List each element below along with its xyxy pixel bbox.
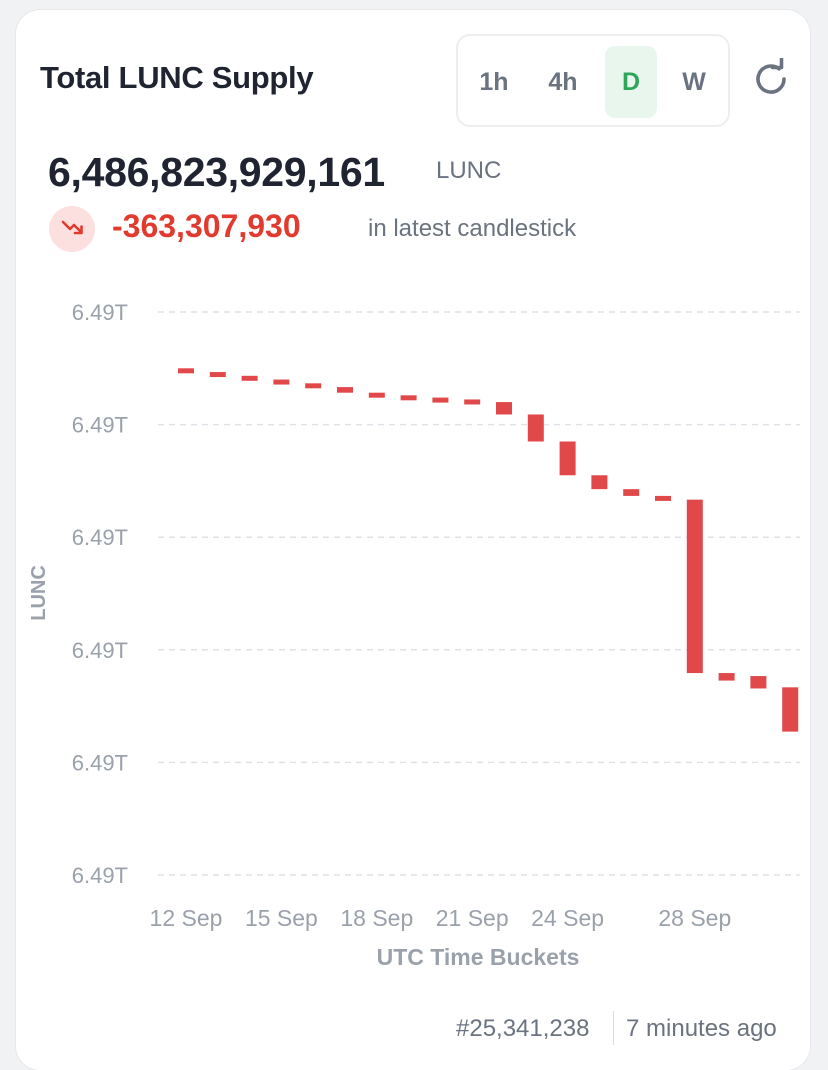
y-tick-label: 6.49T: [72, 750, 128, 775]
trending-down-icon: [49, 206, 95, 252]
candle-30-sep: [750, 676, 767, 689]
candle-12-sep: [178, 368, 194, 374]
x-axis-title: UTC Time Buckets: [377, 944, 580, 970]
candle-13-sep: [209, 372, 226, 378]
candle-17-sep: [337, 387, 353, 393]
y-tick-label: 6.49T: [72, 300, 128, 325]
candle-1-oct: [782, 687, 799, 732]
candle-26-sep: [623, 489, 640, 496]
timeframe-w-button[interactable]: W: [682, 68, 706, 96]
timeframe-1h-button[interactable]: 1h: [479, 68, 509, 96]
candle-25-sep: [591, 475, 608, 490]
timeframe-selector: 1h 4h D W: [456, 34, 730, 127]
y-tick-label: 6.49T: [72, 863, 128, 888]
candle-19-sep: [400, 395, 417, 401]
timeframe-d-button[interactable]: D: [605, 46, 657, 118]
supply-unit: LUNC: [436, 157, 502, 184]
x-tick-label: 21 Sep: [436, 905, 509, 931]
candle-14-sep: [241, 375, 258, 381]
candle-16-sep: [305, 383, 322, 389]
y-tick-label: 6.49T: [72, 525, 128, 550]
candle-24-sep: [559, 441, 576, 476]
timeframe-4h-button[interactable]: 4h: [548, 68, 578, 96]
last-updated: 7 minutes ago: [626, 1015, 777, 1042]
x-tick-label: 18 Sep: [340, 905, 413, 931]
candle-28-sep: [686, 499, 703, 674]
candle-18-sep: [368, 392, 385, 398]
supply-change-value: -363,307,930: [112, 208, 301, 244]
candle-23-sep: [527, 414, 544, 442]
refresh-icon[interactable]: [750, 57, 792, 100]
candle-20-sep: [432, 397, 449, 403]
candlestick-chart: 6.49T 6.49T 6.49T 6.49T 6.49T 6.49T 12 Sep 15 S…: [28, 300, 800, 970]
y-tick-label: 6.49T: [72, 413, 128, 438]
candle-22-sep: [496, 402, 512, 415]
x-tick-label: 15 Sep: [245, 905, 318, 931]
candle-21-sep: [464, 399, 481, 405]
block-height: #25,341,238: [456, 1015, 590, 1042]
candle-15-sep: [273, 379, 290, 385]
x-tick-label: 24 Sep: [531, 905, 604, 931]
supply-card: Total LUNC Supply 1h 4h D W 6,486,823,92…: [16, 10, 810, 1070]
x-tick-label: 12 Sep: [150, 905, 223, 931]
card-title: Total LUNC Supply: [40, 60, 314, 95]
y-axis-title: LUNC: [28, 565, 50, 621]
total-supply-value: 6,486,823,929,161: [48, 149, 385, 195]
footer-divider: [613, 1011, 614, 1045]
candle-29-sep: [718, 673, 735, 681]
supply-change-note: in latest candlestick: [368, 215, 577, 242]
x-tick-label: 28 Sep: [658, 905, 731, 931]
y-tick-label: 6.49T: [72, 638, 128, 663]
candle-27-sep: [655, 495, 671, 501]
